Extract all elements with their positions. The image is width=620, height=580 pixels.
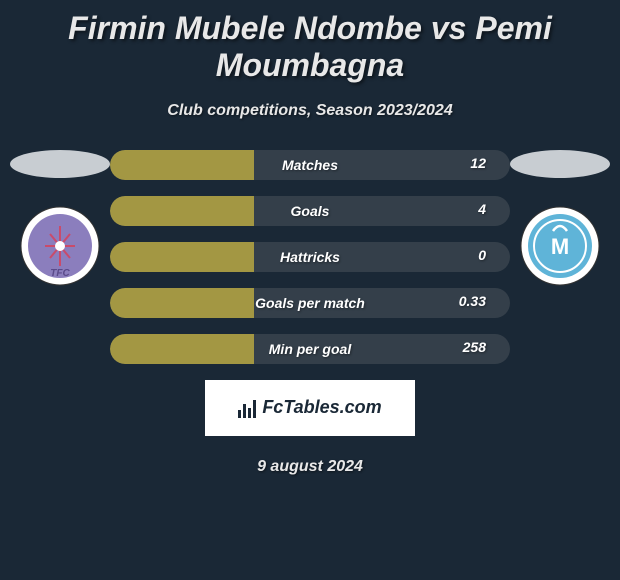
left-club-logo: TFC — [10, 204, 110, 288]
stat-label: Min per goal — [110, 334, 510, 364]
stat-bars-container: Matches 12 Goals 4 Hattricks 0 Goals per… — [110, 150, 510, 364]
player-silhouette-left — [10, 150, 110, 178]
svg-text:M: M — [551, 234, 569, 259]
stat-label: Goals per match — [110, 288, 510, 318]
player1-name: Firmin Mubele Ndombe — [68, 10, 422, 46]
footer-brand-inner: FcTables.com — [238, 397, 381, 418]
generation-date: 9 august 2024 — [0, 458, 620, 476]
stat-row-hattricks: Hattricks 0 — [110, 242, 510, 272]
right-player-badge: M — [510, 150, 610, 285]
stat-row-mpg: Min per goal 258 — [110, 334, 510, 364]
stat-value-right: 0 — [478, 242, 486, 270]
comparison-title: Firmin Mubele Ndombe vs Pemi Moumbagna — [0, 0, 620, 84]
vs-text: vs — [431, 10, 467, 46]
footer-brand-badge: FcTables.com — [205, 380, 415, 436]
stat-value-right: 4 — [478, 196, 486, 224]
left-player-badge: TFC — [10, 150, 110, 285]
svg-text:TFC: TFC — [50, 268, 70, 279]
stat-label: Goals — [110, 196, 510, 226]
stat-label: Matches — [110, 150, 510, 180]
toulouse-logo-icon: TFC — [20, 206, 100, 286]
stat-value-right: 12 — [470, 150, 486, 178]
content-area: TFC M Matches 12 Goals 4 — [0, 150, 620, 364]
bar-chart-icon — [238, 398, 258, 418]
stat-label: Hattricks — [110, 242, 510, 272]
stat-row-goals: Goals 4 — [110, 196, 510, 226]
right-club-logo: M — [510, 204, 610, 288]
stat-value-right: 0.33 — [459, 288, 486, 316]
stat-value-right: 258 — [463, 334, 486, 362]
season-subtitle: Club competitions, Season 2023/2024 — [0, 102, 620, 120]
stat-row-matches: Matches 12 — [110, 150, 510, 180]
stat-row-gpm: Goals per match 0.33 — [110, 288, 510, 318]
marseille-logo-icon: M — [520, 206, 600, 286]
player-silhouette-right — [510, 150, 610, 178]
footer-brand-text: FcTables.com — [262, 397, 381, 418]
